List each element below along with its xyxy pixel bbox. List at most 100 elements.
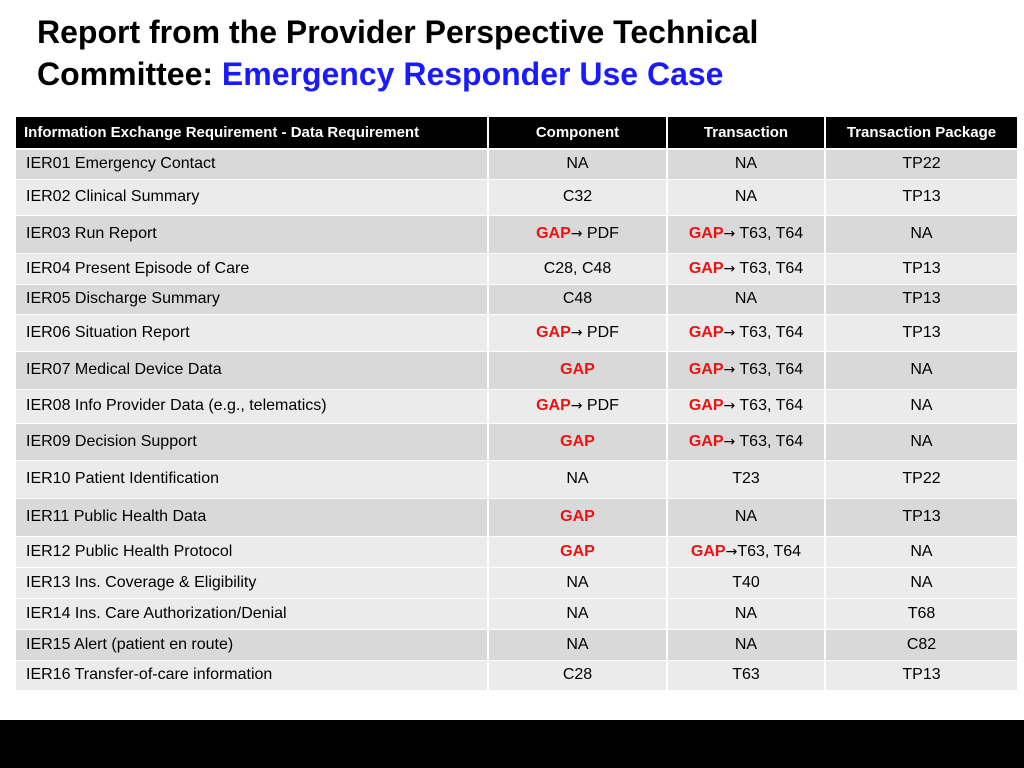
cell-ier: IER14 Ins. Care Authorization/Denial xyxy=(14,598,489,630)
table-row: IER08 Info Provider Data (e.g., telemati… xyxy=(14,389,1019,424)
gap-label: GAP xyxy=(688,397,724,414)
cell-transaction: NA xyxy=(666,179,826,216)
cell-ier: IER04 Present Episode of Care xyxy=(14,253,489,285)
cell-transaction: GAP→ T63, T64 xyxy=(666,389,826,424)
gap-label: GAP xyxy=(688,225,724,242)
ier-table: Information Exchange Requirement - Data … xyxy=(14,117,1019,691)
cell-component: C32 xyxy=(487,179,668,216)
cell-component: NA xyxy=(487,567,668,599)
gap-label: GAP xyxy=(688,259,724,277)
gap-label: GAP xyxy=(560,432,595,450)
gap-label: GAP xyxy=(560,361,595,378)
cell-ier: IER09 Decision Support xyxy=(14,423,489,461)
cell-transaction: T63 xyxy=(666,660,826,691)
cell-component: GAP xyxy=(487,536,668,568)
right-arrow-icon: → xyxy=(723,324,736,341)
table-row: IER13 Ins. Coverage & Eligibility NA T40 NA xyxy=(14,567,1019,599)
cell-value: T63, T64 xyxy=(735,323,804,341)
table-row: IER03 Run Report GAP→ PDF GAP→ T63, T64 NA xyxy=(14,215,1019,254)
cell-component: GAP→ PDF xyxy=(487,314,668,352)
cell-transaction-package: T68 xyxy=(824,598,1019,630)
cell-transaction: GAP→ T63, T64 xyxy=(666,314,826,352)
gap-label: GAP xyxy=(688,361,724,378)
cell-value: PDF xyxy=(582,397,619,414)
right-arrow-icon: → xyxy=(725,543,738,560)
table-row: IER15 Alert (patient en route) NA NA C82 xyxy=(14,629,1019,661)
right-arrow-icon: → xyxy=(570,226,583,242)
footer-bar xyxy=(0,720,1024,768)
cell-value: PDF xyxy=(582,323,619,341)
cell-ier: IER08 Info Provider Data (e.g., telemati… xyxy=(14,389,489,424)
cell-transaction-package: NA xyxy=(824,215,1019,254)
cell-transaction-package: TP22 xyxy=(824,460,1019,499)
header-ier: Information Exchange Requirement - Data … xyxy=(14,117,489,150)
cell-value: T63, T64 xyxy=(735,397,804,414)
cell-transaction-package: TP22 xyxy=(824,149,1019,180)
cell-value: T63, T64 xyxy=(737,542,802,560)
cell-transaction: NA xyxy=(666,598,826,630)
cell-transaction: T23 xyxy=(666,460,826,499)
cell-transaction-package: TP13 xyxy=(824,314,1019,352)
cell-ier: IER07 Medical Device Data xyxy=(14,351,489,390)
table-body: IER01 Emergency Contact NA NA TP22 IER02 Cli… xyxy=(14,149,1019,691)
cell-ier: IER01 Emergency Contact xyxy=(14,149,489,180)
cell-transaction-package: C82 xyxy=(824,629,1019,661)
cell-value: T63, T64 xyxy=(735,432,804,450)
right-arrow-icon: → xyxy=(723,433,736,450)
right-arrow-icon: → xyxy=(723,362,736,378)
cell-component: GAP→ PDF xyxy=(487,389,668,424)
cell-ier: IER10 Patient Identification xyxy=(14,460,489,499)
cell-transaction-package: TP13 xyxy=(824,660,1019,691)
table-row: IER12 Public Health Protocol GAP GAP→T63, … xyxy=(14,536,1019,568)
gap-label: GAP xyxy=(560,508,595,525)
title-line-2-prefix: Committee: xyxy=(37,56,222,92)
cell-component: C48 xyxy=(487,284,668,315)
cell-transaction: GAP→ T63, T64 xyxy=(666,423,826,461)
header-transaction-package: Transaction Package xyxy=(824,117,1019,150)
cell-value: T63, T64 xyxy=(735,361,804,378)
table-row: IER05 Discharge Summary C48 NA TP13 xyxy=(14,284,1019,315)
cell-component: C28, C48 xyxy=(487,253,668,285)
title-line-2-accent: Emergency Responder Use Case xyxy=(221,56,724,92)
gap-label: GAP xyxy=(560,542,595,560)
cell-ier: IER12 Public Health Protocol xyxy=(14,536,489,568)
cell-ier: IER15 Alert (patient en route) xyxy=(14,629,489,661)
cell-component: NA xyxy=(487,149,668,180)
cell-transaction: NA xyxy=(666,284,826,315)
gap-label: GAP xyxy=(536,225,571,242)
right-arrow-icon: → xyxy=(723,398,736,414)
cell-transaction: NA xyxy=(666,629,826,661)
header-transaction: Transaction xyxy=(666,117,826,150)
right-arrow-icon: → xyxy=(723,260,736,277)
cell-component: NA xyxy=(487,460,668,499)
cell-component: GAP→ PDF xyxy=(487,215,668,254)
gap-label: GAP xyxy=(536,323,571,341)
cell-transaction-package: TP13 xyxy=(824,284,1019,315)
cell-ier: IER16 Transfer-of-care information xyxy=(14,660,489,691)
table-row: IER16 Transfer-of-care information C28 T63… xyxy=(14,660,1019,691)
right-arrow-icon: → xyxy=(723,226,736,242)
cell-ier: IER03 Run Report xyxy=(14,215,489,254)
table-row: IER14 Ins. Care Authorization/Denial NA NA… xyxy=(14,598,1019,630)
cell-component: NA xyxy=(487,629,668,661)
cell-value: T63, T64 xyxy=(735,225,804,242)
gap-label: GAP xyxy=(536,397,571,414)
cell-transaction-package: TP13 xyxy=(824,498,1019,537)
title-line-1: Report from the Provider Perspective Tec… xyxy=(37,14,759,50)
right-arrow-icon: → xyxy=(570,324,583,341)
cell-ier: IER11 Public Health Data xyxy=(14,498,489,537)
table-row: IER01 Emergency Contact NA NA TP22 xyxy=(14,149,1019,180)
gap-label: GAP xyxy=(688,323,724,341)
table-row: IER02 Clinical Summary C32 NA TP13 xyxy=(14,179,1019,216)
cell-component: C28 xyxy=(487,660,668,691)
cell-transaction-package: NA xyxy=(824,351,1019,390)
cell-transaction-package: TP13 xyxy=(824,253,1019,285)
table-row: IER04 Present Episode of Care C28, C48 GAP… xyxy=(14,253,1019,285)
table-header-row: Information Exchange Requirement - Data … xyxy=(14,117,1019,150)
cell-transaction: GAP→ T63, T64 xyxy=(666,253,826,285)
cell-transaction-package: NA xyxy=(824,389,1019,424)
ier-table-container: Information Exchange Requirement - Data … xyxy=(14,117,1019,691)
table-row: IER10 Patient Identification NA T23 TP22 xyxy=(14,460,1019,499)
cell-transaction: T40 xyxy=(666,567,826,599)
table-row: IER06 Situation Report GAP→ PDF GAP→ T63, … xyxy=(14,314,1019,352)
